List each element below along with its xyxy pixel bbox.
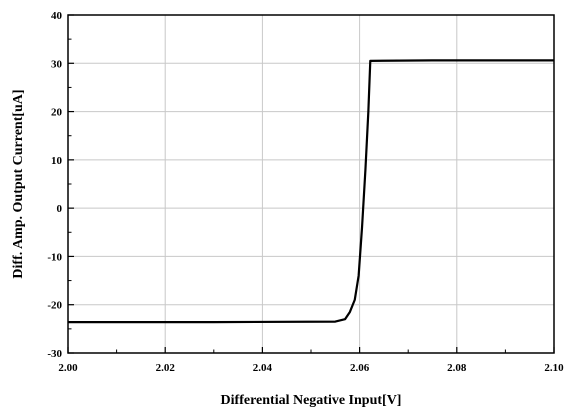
tick-marks	[67, 14, 555, 354]
x-tick-labels: 2.00 2.02 2.04 2.06 2.08 2.10	[58, 362, 564, 374]
grid-lines	[67, 14, 555, 354]
y-tick-label: 40	[51, 10, 63, 22]
x-tick-label: 2.00	[58, 362, 78, 374]
y-tick-label: 10	[51, 155, 63, 167]
y-tick-label: -30	[47, 348, 62, 360]
plot-frame	[67, 14, 555, 354]
y-tick-label: -20	[47, 300, 62, 312]
y-tick-label: 0	[57, 203, 63, 215]
x-tick-label: 2.08	[447, 362, 467, 374]
x-tick-label: 2.10	[544, 362, 564, 374]
x-tick-label: 2.02	[156, 362, 176, 374]
x-axis-title: Differential Negative Input[V]	[221, 393, 402, 408]
y-tick-label: 20	[51, 107, 63, 119]
y-tick-label: -10	[47, 251, 62, 263]
data-layer	[68, 59, 554, 324]
series-line	[68, 59, 554, 324]
x-tick-label: 2.06	[350, 362, 370, 374]
y-axis-title: Diff. Amp. Output Current[uA]	[11, 89, 26, 278]
x-tick-label: 2.04	[253, 362, 273, 374]
y-tick-label: 30	[51, 58, 63, 70]
y-tick-labels: -30 -20 -10 0 10 20 30 40	[47, 10, 62, 360]
